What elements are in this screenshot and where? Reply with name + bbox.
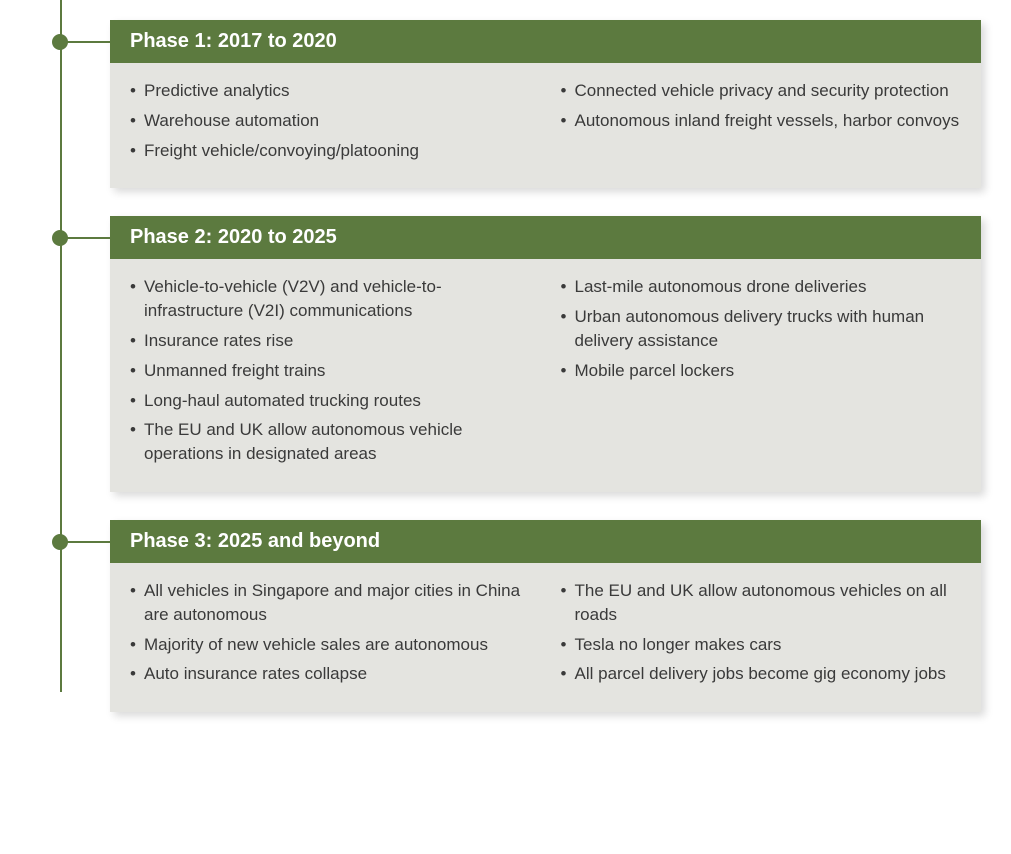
phase-card-2: Phase 2: 2020 to 2025 Vehicle-to-vehicle… — [110, 216, 981, 492]
bullet-item: Auto insurance rates collapse — [130, 662, 531, 686]
bullet-item: The EU and UK allow autonomous vehicles … — [561, 579, 962, 627]
phase-body: All vehicles in Singapore and major citi… — [110, 563, 981, 712]
phase-column-left: Vehicle-to-vehicle (V2V) and vehicle-to-… — [130, 275, 531, 472]
timeline-marker-icon — [52, 534, 68, 550]
bullet-item: Vehicle-to-vehicle (V2V) and vehicle-to-… — [130, 275, 531, 323]
timeline-marker-icon — [52, 34, 68, 50]
bullet-item: Mobile parcel lockers — [561, 359, 962, 383]
phase-column-right: Connected vehicle privacy and security p… — [561, 79, 962, 168]
timeline-marker-icon — [52, 230, 68, 246]
bullet-item: Autonomous inland freight vessels, harbo… — [561, 109, 962, 133]
bullet-item: The EU and UK allow autonomous vehicle o… — [130, 418, 531, 466]
bullet-item: Tesla no longer makes cars — [561, 633, 962, 657]
bullet-item: Urban autonomous delivery trucks with hu… — [561, 305, 962, 353]
phase-column-left: All vehicles in Singapore and major citi… — [130, 579, 531, 692]
bullet-item: Warehouse automation — [130, 109, 531, 133]
phase-header: Phase 2: 2020 to 2025 — [110, 216, 981, 259]
bullet-item: Insurance rates rise — [130, 329, 531, 353]
bullet-item: All parcel delivery jobs become gig econ… — [561, 662, 962, 686]
bullet-item: Long-haul automated trucking routes — [130, 389, 531, 413]
phase-header: Phase 1: 2017 to 2020 — [110, 20, 981, 63]
bullet-item: Freight vehicle/convoying/platooning — [130, 139, 531, 163]
bullet-item: Predictive analytics — [130, 79, 531, 103]
timeline-line — [60, 0, 62, 692]
phase-card-3: Phase 3: 2025 and beyond All vehicles in… — [110, 520, 981, 712]
phase-column-right: The EU and UK allow autonomous vehicles … — [561, 579, 962, 692]
phase-header: Phase 3: 2025 and beyond — [110, 520, 981, 563]
phase-body: Predictive analytics Warehouse automatio… — [110, 63, 981, 188]
phase-column-right: Last-mile autonomous drone deliveries Ur… — [561, 275, 962, 472]
bullet-item: All vehicles in Singapore and major citi… — [130, 579, 531, 627]
phase-body: Vehicle-to-vehicle (V2V) and vehicle-to-… — [110, 259, 981, 492]
bullet-item: Connected vehicle privacy and security p… — [561, 79, 962, 103]
phase-card-1: Phase 1: 2017 to 2020 Predictive analyti… — [110, 20, 981, 188]
bullet-item: Majority of new vehicle sales are autono… — [130, 633, 531, 657]
bullet-item: Last-mile autonomous drone deliveries — [561, 275, 962, 299]
timeline-container: Phase 1: 2017 to 2020 Predictive analyti… — [0, 0, 1011, 712]
phase-column-left: Predictive analytics Warehouse automatio… — [130, 79, 531, 168]
bullet-item: Unmanned freight trains — [130, 359, 531, 383]
